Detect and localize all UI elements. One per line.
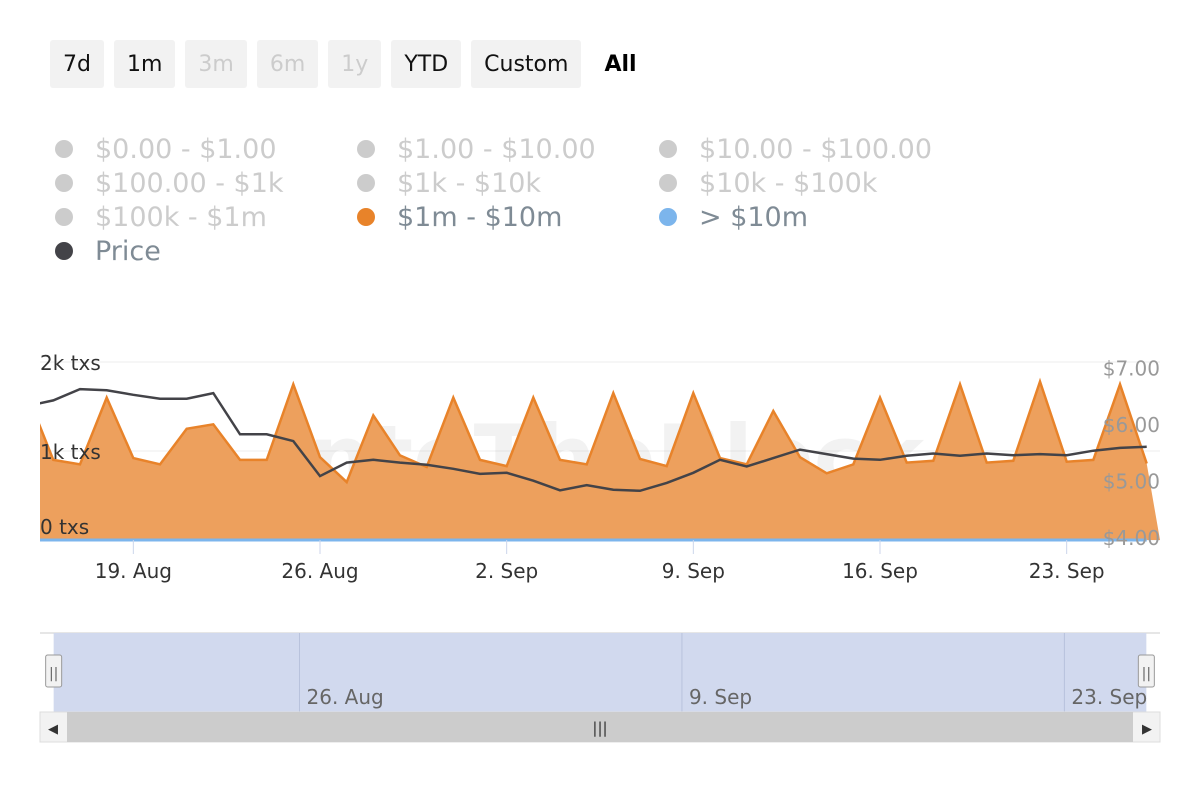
legend-dot-icon [55, 242, 73, 260]
x-tick-label: 23. Sep [1029, 559, 1105, 583]
scrollbar-thumb[interactable] [67, 712, 1133, 742]
series-price-line [40, 387, 1147, 493]
legend-dot-icon [357, 208, 375, 226]
legend-dot-icon [55, 174, 73, 192]
y-left-tick-label: 2k txs [40, 351, 101, 375]
handle-grip-icon: || [1142, 666, 1151, 682]
y-right-tick-label: $5.00 [1103, 470, 1160, 494]
legend-item-8[interactable]: > $10m [659, 200, 808, 234]
navigator-right-handle[interactable] [1137, 654, 1155, 688]
range-button-ytd[interactable]: YTD [391, 40, 462, 88]
legend-label: $100k - $1m [95, 201, 267, 233]
legend-item-0[interactable]: $0.00 - $1.00 [55, 132, 277, 166]
range-button-custom[interactable]: Custom [471, 40, 582, 88]
range-button-1y: 1y [328, 40, 382, 88]
legend-dot-icon [659, 208, 677, 226]
range-button-7d[interactable]: 7d [50, 40, 104, 88]
series-area-fill [40, 381, 1160, 540]
legend-dot-icon [357, 174, 375, 192]
legend-item-7[interactable]: $1m - $10m [357, 200, 562, 234]
x-tick-label: 16. Sep [842, 559, 918, 583]
y-right-tick-label: $4.00 [1103, 526, 1160, 550]
scroll-right-icon[interactable]: ▶ [1142, 722, 1152, 737]
legend-dot-icon [357, 140, 375, 158]
legend-item-4[interactable]: $1k - $10k [357, 166, 541, 200]
navigator-label: 26. Aug [307, 685, 384, 709]
x-tick-label: 26. Aug [281, 559, 358, 583]
legend-label: Price [95, 235, 161, 267]
legend-item-6[interactable]: $100k - $1m [55, 200, 267, 234]
legend-label: $1k - $10k [397, 167, 542, 199]
range-button-all[interactable]: All [591, 40, 649, 88]
legend-dot-icon [659, 174, 677, 192]
y-right-tick-label: $6.00 [1103, 413, 1160, 437]
legend-item-3[interactable]: $100.00 - $1k [55, 166, 284, 200]
x-tick-label: 9. Sep [662, 559, 725, 583]
legend-item-9[interactable]: Price [55, 234, 161, 268]
navigator-left-handle[interactable] [45, 654, 63, 688]
legend-label: $1m - $10m [397, 201, 563, 233]
legend-label: $0.00 - $1.00 [95, 133, 277, 165]
range-button-3m: 3m [185, 40, 247, 88]
x-tick-label: 19. Aug [95, 559, 172, 583]
range-button-6m: 6m [256, 40, 319, 88]
legend-dot-icon [55, 140, 73, 158]
y-left-tick-label: 1k txs [40, 440, 101, 464]
x-tick-label: 2. Sep [475, 559, 538, 583]
navigator-selection [53, 633, 1147, 712]
legend-dot-icon [659, 140, 677, 158]
legend-item-5[interactable]: $10k - $100k [659, 166, 877, 200]
legend-label: $100.00 - $1k [95, 167, 284, 199]
range-button-1m[interactable]: 1m [113, 40, 176, 88]
scroll-left-icon[interactable]: ◀ [48, 722, 58, 737]
y-right-tick-label: $7.00 [1103, 357, 1160, 381]
legend-label: $10.00 - $100.00 [699, 133, 933, 165]
legend-label: $1.00 - $10.00 [397, 133, 596, 165]
navigator-label: 23. Sep [1071, 685, 1147, 709]
y-left-tick-label: 0 txs [40, 515, 89, 539]
navigator-label: 9. Sep [689, 685, 752, 709]
handle-grip-icon: || [49, 666, 58, 682]
legend-item-2[interactable]: $10.00 - $100.00 [659, 132, 932, 166]
legend-label: > $10m [699, 201, 809, 233]
scrollbar-grip-icon: ||| [592, 719, 607, 737]
legend-item-1[interactable]: $1.00 - $10.00 [357, 132, 596, 166]
legend-dot-icon [55, 208, 73, 226]
legend-label: $10k - $100k [699, 167, 878, 199]
series-area-line [40, 377, 1148, 485]
range-selector: 7d 1m 3m 6m 1y YTD Custom All [50, 40, 650, 88]
